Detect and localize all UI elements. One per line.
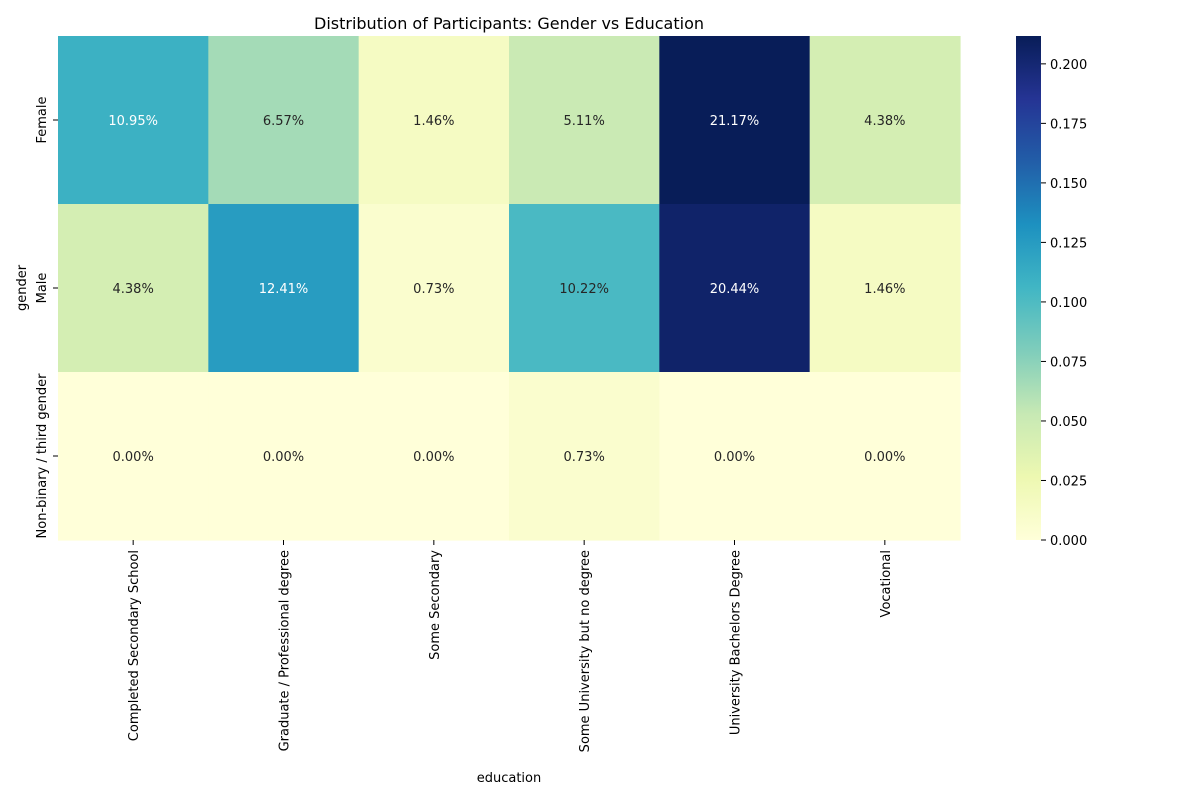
y-tick-label: Male	[35, 273, 50, 304]
heatmap-cell	[659, 36, 811, 205]
x-axis-label: education	[477, 771, 542, 786]
heatmap-cell	[358, 372, 510, 541]
cell-value-label: 21.17%	[710, 114, 760, 129]
x-tick-label: Vocational	[879, 550, 894, 617]
cell-value-label: 6.57%	[263, 114, 304, 129]
chart-title: Distribution of Participants: Gender vs …	[314, 14, 704, 33]
x-tick-label: Some Secondary	[428, 550, 443, 660]
y-axis: Female Male Non-binary / third gender	[35, 96, 58, 538]
cell-value-label: 4.38%	[864, 114, 905, 129]
heatmap-cell	[509, 372, 660, 541]
cell-value-label: 10.22%	[559, 282, 609, 297]
heatmap-cell	[659, 204, 811, 373]
cell-value-label: 5.11%	[564, 114, 605, 129]
heatmap-cell	[58, 372, 209, 541]
colorbar-tick-label: 0.000	[1050, 534, 1087, 549]
colorbar-tick-label: 0.200	[1050, 58, 1087, 73]
heatmap-cell	[809, 36, 961, 205]
colorbar-tick-label: 0.125	[1050, 236, 1087, 251]
cell-value-label: 0.00%	[714, 450, 755, 465]
heatmap-cell	[809, 204, 961, 373]
x-tick-label: Some University but no degree	[578, 550, 593, 752]
heatmap-cell	[509, 204, 660, 373]
x-axis: Completed Secondary School Graduate / Pro…	[127, 540, 894, 752]
cell-value-label: 0.00%	[113, 450, 154, 465]
cell-value-label: 1.46%	[864, 282, 905, 297]
colorbar: 0.000 0.025 0.050 0.075 0.100 0.125 0.150 0.175…	[1016, 36, 1087, 549]
heatmap-cell	[208, 204, 360, 373]
heatmap-cell	[208, 372, 360, 541]
heatmap-cell	[809, 372, 961, 541]
heatmap-cell	[358, 36, 510, 205]
heatmap-cell	[58, 204, 209, 373]
x-tick-label: Completed Secondary School	[127, 550, 142, 741]
cell-value-label: 10.95%	[108, 114, 158, 129]
cell-value-label: 4.38%	[113, 282, 154, 297]
colorbar-tick-label: 0.025	[1050, 474, 1087, 489]
x-tick-label: University Bachelors Degree	[729, 550, 744, 735]
cell-value-label: 0.00%	[864, 450, 905, 465]
cell-value-label: 20.44%	[710, 282, 760, 297]
colorbar-tick-label: 0.100	[1050, 296, 1087, 311]
heatmap-cell	[659, 372, 811, 541]
cell-value-label: 0.73%	[564, 450, 605, 465]
colorbar-gradient	[1016, 36, 1041, 540]
colorbar-tick-label: 0.050	[1050, 415, 1087, 430]
y-tick-label: Female	[35, 96, 50, 143]
cell-value-label: 0.00%	[413, 450, 454, 465]
heatmap-cell	[358, 204, 510, 373]
colorbar-tick-label: 0.075	[1050, 355, 1087, 370]
cell-value-label: 1.46%	[413, 114, 454, 129]
y-axis-label: gender	[15, 264, 30, 311]
heatmap-cell	[509, 36, 660, 205]
y-tick-label: Non-binary / third gender	[35, 373, 50, 539]
heatmap-cells: 10.95% 6.57% 1.46% 5.11% 21.17% 4.38% 4.38% 12.…	[58, 36, 961, 541]
heatmap-cell	[58, 36, 209, 205]
x-tick-label: Graduate / Professional degree	[278, 550, 293, 751]
cell-value-label: 0.00%	[263, 450, 304, 465]
heatmap-cell	[208, 36, 360, 205]
colorbar-tick-label: 0.150	[1050, 177, 1087, 192]
cell-value-label: 0.73%	[413, 282, 454, 297]
colorbar-tick-label: 0.175	[1050, 117, 1087, 132]
cell-value-label: 12.41%	[259, 282, 309, 297]
